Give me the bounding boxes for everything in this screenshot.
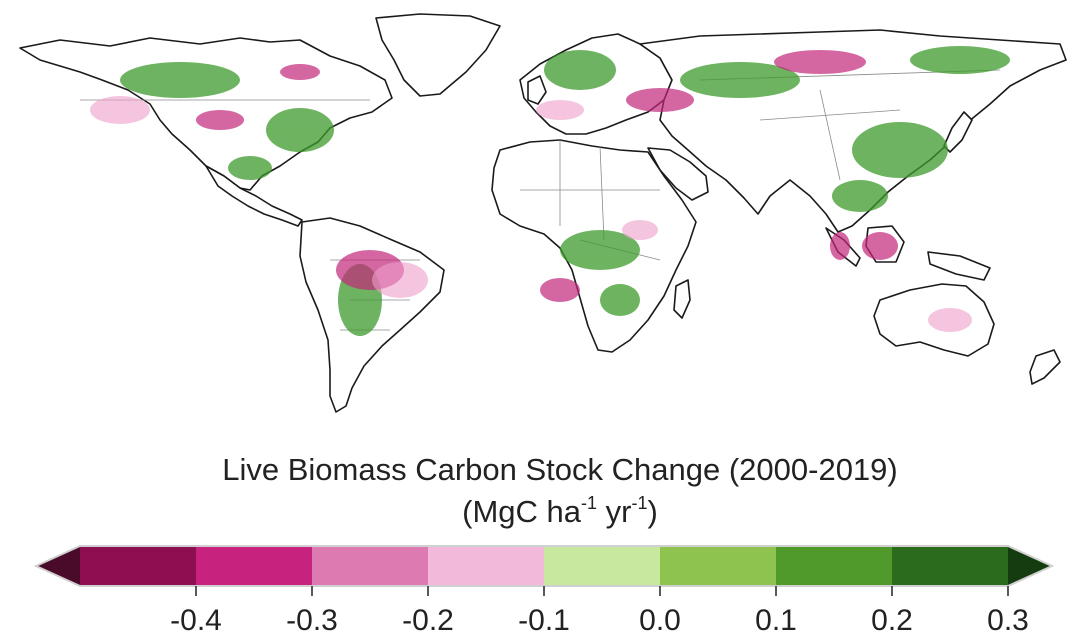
colorbar-segment — [80, 546, 196, 586]
legend-units: (MgC ha-1 yr-1) — [0, 492, 1080, 532]
colorbar-segments — [33, 545, 1055, 587]
colorbar-segment — [776, 546, 892, 586]
central-america — [205, 165, 303, 227]
units-prefix: (MgC ha — [462, 494, 582, 529]
colorbar-segment — [428, 546, 544, 586]
colorbar-tick-label: -0.2 — [402, 604, 454, 637]
new-guinea — [927, 251, 991, 281]
colorbar-segment — [196, 546, 312, 586]
legend-title: Live Biomass Carbon Stock Change (2000-2… — [222, 452, 898, 487]
units-suffix: ) — [647, 494, 658, 529]
colorbar-segment — [1008, 546, 1052, 586]
units-exponent-2: -1 — [631, 493, 648, 513]
colorbar-ticks: -0.4-0.3-0.2-0.10.00.10.20.30.4 — [170, 586, 1029, 637]
units-exponent-1: -1 — [581, 493, 598, 513]
british-isles — [527, 75, 547, 105]
new-zealand — [1029, 349, 1061, 385]
colorbar-tick-label: -0.4 — [170, 604, 222, 637]
colorbar-segment — [892, 546, 1008, 586]
arabian-peninsula — [647, 147, 709, 201]
madagascar — [673, 279, 691, 319]
greenland — [375, 13, 501, 97]
colorbar-segment — [36, 546, 80, 586]
colorbar-segment — [660, 546, 776, 586]
colorbar-tick-label: 0.1 — [755, 604, 797, 637]
colorbar-tick-label: 0.0 — [639, 604, 681, 637]
colorbar-tick-label: 0.3 — [987, 604, 1029, 637]
colorbar-tick-label: -0.1 — [518, 604, 570, 637]
units-middle: yr — [597, 494, 632, 529]
colorbar-segment — [544, 546, 660, 586]
biomass-loss-light-patches — [90, 96, 972, 332]
colorbar-outline — [33, 545, 1055, 587]
colorbar-segment — [312, 546, 428, 586]
colorbar-tick-label: -0.3 — [286, 604, 338, 637]
world-map — [19, 13, 1067, 413]
colorbar: -0.4-0.3-0.2-0.10.00.10.20.30.4 — [33, 545, 1055, 637]
colorbar-tick-label: 0.2 — [871, 604, 913, 637]
